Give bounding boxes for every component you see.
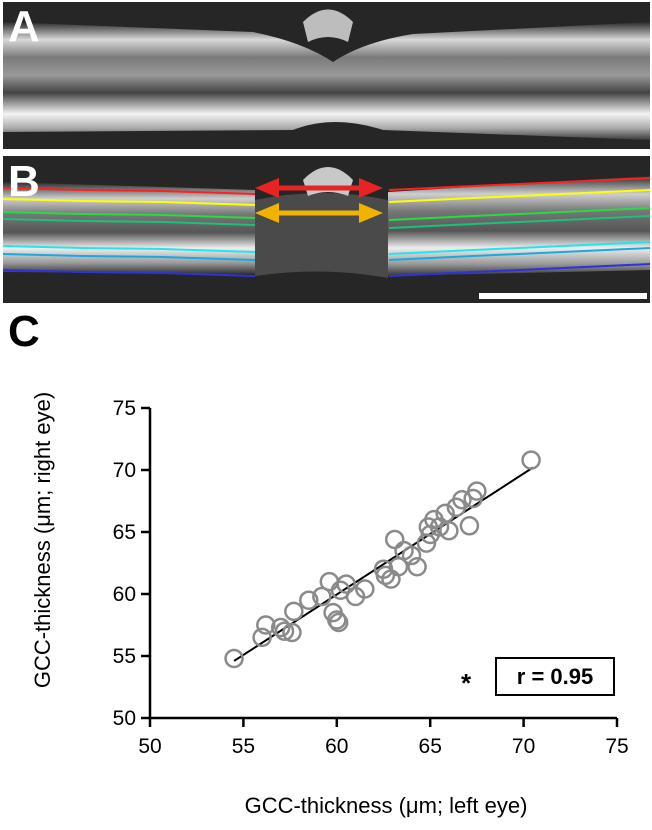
oct-scan-panel-b [3, 156, 650, 303]
scatter-point [282, 622, 302, 643]
scatter-point [401, 545, 422, 566]
scatter-point [355, 579, 375, 599]
scatter-point [407, 556, 427, 577]
segmentation-line-right [388, 241, 650, 255]
segmentation-line-right [388, 247, 650, 261]
x-tick-label: 60 [325, 735, 348, 758]
scatter-point [284, 601, 304, 622]
scatter-point [459, 516, 480, 536]
y-tick-label: 60 [113, 583, 136, 606]
scale-bar [479, 293, 647, 299]
data-points [224, 450, 541, 669]
oct-scan-b-image [3, 156, 650, 303]
segmentation-line-right [388, 215, 650, 229]
scatter-point [299, 590, 319, 610]
oct-scan-panel-a [3, 2, 650, 149]
scatter-point [256, 615, 276, 635]
x-tick-label: 50 [138, 735, 161, 758]
scatter-point [327, 610, 347, 630]
segmentation-line-right [388, 263, 650, 277]
scatter-point [252, 627, 272, 648]
x-tick-label: 65 [419, 735, 442, 758]
segmentation-line-left [3, 218, 256, 226]
segmentation-lines [3, 177, 650, 277]
x-ticks: 50 55 60 65 70 75 [138, 718, 629, 758]
segmentation-line-left [3, 187, 256, 195]
x-tick-label: 55 [232, 735, 255, 758]
scatter-point [312, 586, 332, 607]
y-tick-label: 65 [113, 521, 136, 544]
y-tick-label: 70 [113, 459, 136, 482]
panel-label-b: B [8, 157, 40, 206]
segmentation-line-left [3, 211, 256, 219]
segmentation-line-left [3, 245, 256, 253]
segmentation-line-left [3, 269, 256, 277]
x-axis-title: GCC-thickness (μm; left eye) [245, 793, 528, 818]
y-axis-title: GCC-thickness (μm; right eye) [30, 392, 55, 688]
chart-axes [148, 408, 617, 720]
regression-line [233, 466, 534, 662]
y-ticks: 50 55 60 65 70 75 [113, 397, 150, 730]
y-tick-label: 50 [113, 707, 136, 730]
segmentation-line-right [388, 207, 650, 221]
significance-asterisk: * [461, 668, 472, 698]
x-tick-label: 75 [605, 735, 628, 758]
oct-scan-a-image [3, 2, 650, 149]
r-value-label: r = 0.95 [517, 664, 593, 689]
fovea-arrow-bottom [255, 203, 383, 223]
segmentation-line-left [3, 198, 256, 206]
scatter-point [521, 450, 541, 470]
scatter-point [224, 648, 244, 669]
segmentation-line-right [388, 177, 650, 191]
scatter-point [467, 481, 487, 501]
segmentation-line-left [3, 253, 256, 261]
segmentation-line-right [388, 189, 650, 203]
r-value-box [495, 657, 615, 696]
scatter-point [319, 571, 340, 592]
scatter-point [439, 521, 459, 541]
scatter-point [384, 529, 405, 550]
y-tick-label: 75 [113, 397, 136, 420]
y-tick-label: 55 [113, 645, 136, 668]
panel-label-c: C [8, 307, 40, 356]
scatter-point [274, 621, 295, 641]
scatter-point [271, 617, 291, 638]
x-tick-label: 70 [512, 735, 535, 758]
fovea-arrow-top [255, 178, 383, 198]
panel-label-a: A [8, 2, 40, 51]
scatter-point [452, 490, 472, 510]
scatter-point [328, 612, 349, 633]
scatter-point [336, 574, 356, 594]
